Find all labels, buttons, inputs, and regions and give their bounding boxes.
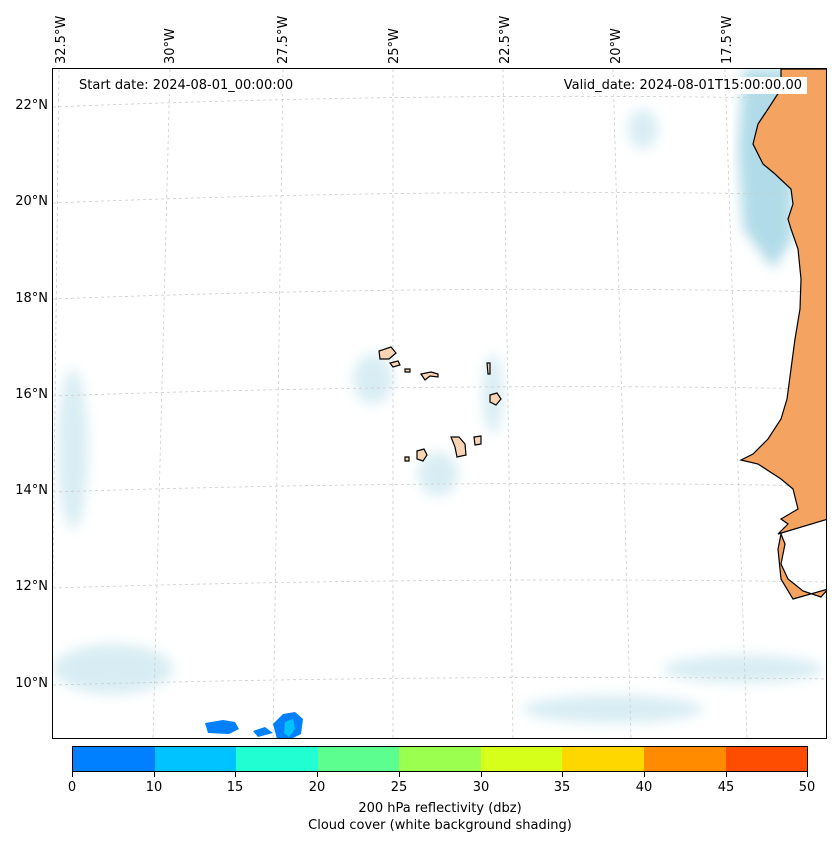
- colorbar-segment: [73, 747, 155, 771]
- island-sao-vicente: [388, 360, 401, 368]
- island-brava: [404, 456, 410, 462]
- start-date-label: Start date: 2024-08-01_00:00:00: [74, 77, 299, 94]
- island-santa-luzia: [404, 368, 411, 373]
- colorbar-tick: [317, 772, 318, 777]
- colorbar-tick-label: 45: [717, 780, 735, 795]
- lon-label-30w: 30°W: [163, 28, 178, 64]
- island-fogo: [416, 448, 428, 462]
- colorbar-tick-label: 35: [553, 780, 571, 795]
- lat-label-18n: 18°N: [15, 291, 48, 306]
- island-santo-antao: [378, 346, 397, 360]
- island-maio: [473, 435, 482, 446]
- lon-label-22-5w: 22.5°W: [498, 15, 513, 64]
- colorbar-tick: [562, 772, 563, 777]
- lat-label-22n: 22°N: [15, 98, 48, 113]
- colorbar-segment: [399, 747, 481, 771]
- colorbar-tick-label: 0: [67, 780, 77, 795]
- colorbar-tick-label: 25: [390, 780, 408, 795]
- map-canvas: [53, 69, 826, 738]
- island-boa-vista: [489, 392, 502, 406]
- lat-label-20n: 20°N: [15, 194, 48, 209]
- island-sal: [486, 362, 491, 375]
- island-sao-nicolau: [420, 371, 439, 381]
- lat-label-10n: 10°N: [15, 676, 48, 691]
- reflectivity-cell-west: [205, 720, 239, 734]
- colorbar-segment: [154, 747, 237, 771]
- colorbar-segment: [236, 747, 318, 771]
- colorbar-tick: [807, 772, 808, 777]
- lon-label-17-5w: 17.5°W: [720, 15, 735, 64]
- colorbar-tick-label: 30: [472, 780, 490, 795]
- lon-label-20w: 20°W: [609, 28, 624, 64]
- valid-date-label: Valid_date: 2024-08-01T15:00:00.00: [558, 77, 807, 94]
- graticule: [53, 69, 826, 738]
- lat-label-16n: 16°N: [15, 387, 48, 402]
- africa-mainland: [739, 69, 826, 600]
- colorbar-tick: [154, 772, 155, 777]
- lon-label-32-5w: 32.5°W: [54, 15, 69, 64]
- colorbar-tick: [481, 772, 482, 777]
- colorbar-tick-label: 10: [145, 780, 163, 795]
- lon-label-25w: 25°W: [387, 28, 402, 64]
- reflectivity-colorbar: [72, 746, 808, 772]
- colorbar-caption-line2: Cloud cover (white background shading): [308, 818, 572, 833]
- colorbar-tick: [72, 772, 73, 777]
- map-panel: [52, 68, 827, 739]
- colorbar-tick: [726, 772, 727, 777]
- colorbar-caption-line1: 200 hPa reflectivity (dbz): [358, 801, 522, 816]
- colorbar-tick: [235, 772, 236, 777]
- lat-label-14n: 14°N: [15, 483, 48, 498]
- colorbar-tick-label: 50: [798, 780, 816, 795]
- island-santiago: [450, 436, 467, 458]
- colorbar-tick: [399, 772, 400, 777]
- colorbar-tick-label: 15: [226, 780, 244, 795]
- colorbar-segment: [480, 747, 563, 771]
- colorbar-tick-label: 20: [308, 780, 326, 795]
- colorbar-tick-label: 40: [635, 780, 653, 795]
- reflectivity-core: [284, 719, 295, 737]
- colorbar-segment: [317, 747, 400, 771]
- colorbar-segment: [725, 747, 808, 771]
- colorbar-tick: [644, 772, 645, 777]
- cloud-cover-shading: [53, 109, 823, 723]
- lat-label-12n: 12°N: [15, 579, 48, 594]
- cape-verde-islands: [378, 346, 502, 462]
- colorbar-segment: [643, 747, 726, 771]
- lon-label-27-5w: 27.5°W: [276, 15, 291, 64]
- colorbar-segment: [562, 747, 644, 771]
- reflectivity-cell-mid: [253, 727, 273, 737]
